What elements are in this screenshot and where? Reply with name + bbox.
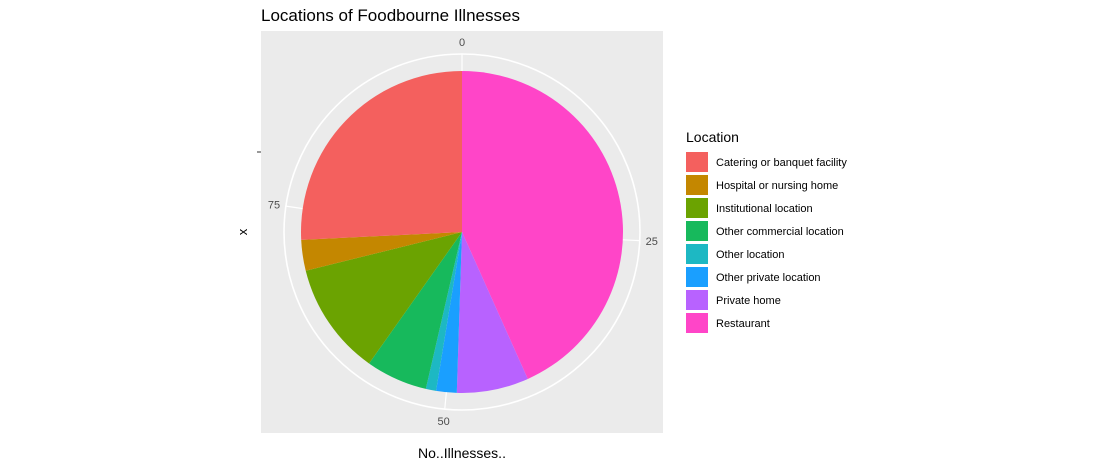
pie-slices (300, 71, 624, 394)
legend-swatch (686, 267, 708, 287)
legend-swatch (686, 175, 708, 195)
legend-swatch (686, 198, 708, 218)
legend-label: Catering or banquet facility (716, 157, 847, 169)
legend-label: Institutional location (716, 203, 813, 215)
y-axis-label: x (235, 228, 250, 235)
angle-tick-label: 75 (268, 199, 280, 211)
legend: Catering or banquet facility Hospital or … (686, 152, 847, 333)
x-axis-label: No..Illnesses.. (418, 445, 506, 461)
legend-swatch (686, 244, 708, 264)
angle-ticks: 0 25 50 75 (268, 37, 658, 428)
legend-swatch (686, 290, 708, 310)
chart-title: Locations of Foodbourne Illnesses (261, 6, 520, 25)
legend-swatch (686, 152, 708, 172)
angle-tick-label: 50 (437, 416, 449, 428)
angle-tick-label: 25 (646, 236, 658, 248)
legend-title: Location (686, 129, 739, 145)
pie-slice (369, 232, 462, 389)
pie-slice (436, 232, 462, 393)
legend-label: Other commercial location (716, 226, 844, 238)
legend-label: Other private location (716, 272, 821, 284)
legend-label: Other location (716, 249, 784, 261)
pie-slice (300, 71, 462, 240)
angle-tick-label: 0 (459, 37, 465, 49)
pie-slice (305, 232, 462, 364)
pie-slice (462, 71, 624, 379)
legend-swatch (686, 221, 708, 241)
legend-label: Restaurant (716, 318, 770, 330)
legend-swatch (686, 313, 708, 333)
pie-slice (301, 232, 462, 271)
pie-slice (425, 232, 462, 391)
legend-label: Hospital or nursing home (716, 180, 838, 192)
legend-label: Private home (716, 295, 781, 307)
pie-slice (456, 232, 528, 394)
